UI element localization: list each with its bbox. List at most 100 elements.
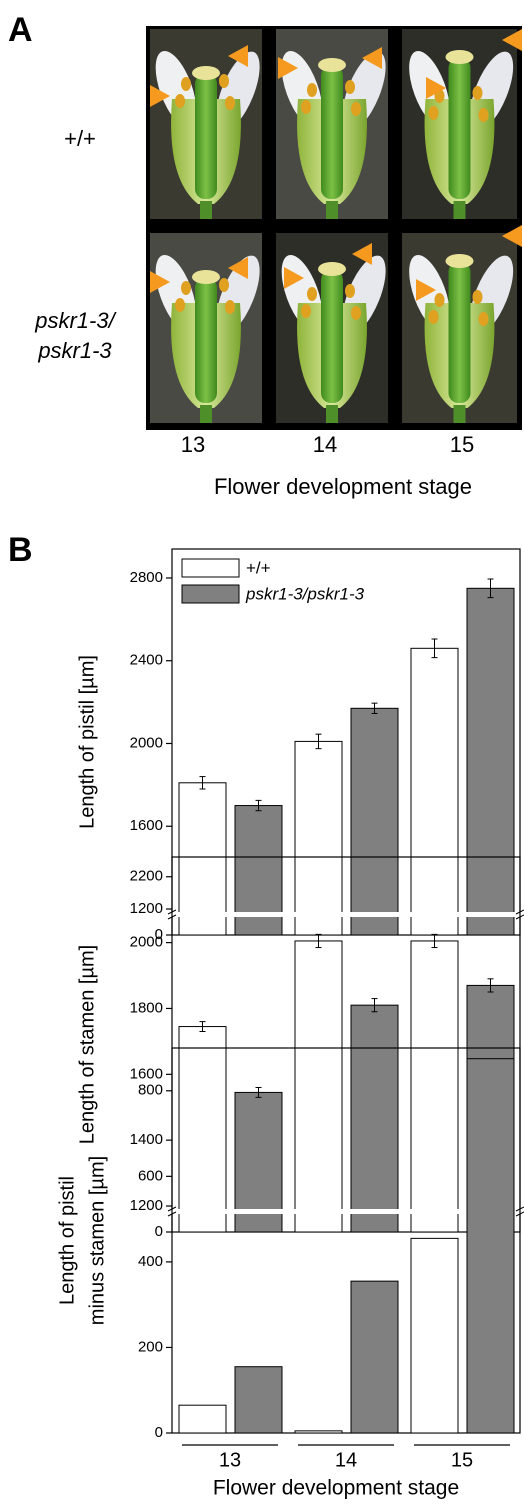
photo (402, 29, 522, 219)
anther (307, 287, 317, 301)
anther (478, 312, 489, 326)
legend-label: +/+ (246, 558, 271, 577)
arrowhead (352, 243, 372, 265)
bar (466, 587, 515, 936)
stem (200, 201, 212, 219)
stem (200, 405, 212, 423)
column-label: 15 (450, 432, 474, 457)
x-tick-label: 14 (335, 1449, 357, 1471)
anther (181, 77, 191, 91)
pistil (321, 66, 343, 199)
arrowhead (416, 279, 436, 301)
arrowhead (278, 57, 298, 79)
photo-grid (146, 26, 522, 430)
anther (434, 293, 445, 307)
anther (301, 304, 311, 318)
pistil (448, 58, 471, 199)
stigma (318, 262, 346, 276)
error-bar (487, 978, 494, 993)
row-label: +/+ (64, 126, 96, 151)
anther (181, 281, 191, 295)
y-tick-label: 2000 (130, 934, 163, 951)
photo (150, 233, 262, 423)
y-tick-label: 2200 (130, 868, 163, 885)
anther (225, 300, 235, 314)
plot-frame (171, 548, 521, 936)
anther (478, 108, 489, 122)
stigma (445, 254, 474, 268)
y-tick-label: 1200 (130, 900, 163, 917)
anther (472, 86, 483, 100)
stigma (445, 50, 474, 64)
panel-label: B (8, 531, 33, 569)
anther (428, 310, 439, 324)
row-label: pskr1-3 (37, 338, 112, 363)
bar (178, 1404, 227, 1434)
x-axis-label: Flower development stage (213, 1477, 459, 1500)
bar (350, 1280, 399, 1434)
anther (345, 284, 355, 298)
anther (472, 290, 483, 304)
anther (175, 298, 185, 312)
error-bar (371, 998, 378, 1013)
y-tick-label: 0 (155, 926, 163, 943)
axis-break (164, 912, 524, 917)
panel-label: A (8, 11, 33, 49)
anther (428, 106, 439, 120)
x-tick-label: 15 (451, 1449, 473, 1471)
bar (410, 647, 459, 936)
anther (225, 96, 235, 110)
plot-frame (171, 856, 521, 1233)
y-tick-label: 1400 (130, 1131, 163, 1148)
y-axis-label: minus stamen [µm] (86, 1156, 108, 1325)
error-bar (315, 933, 322, 949)
pistil (195, 74, 217, 199)
arrowhead (502, 29, 522, 51)
bar (350, 1004, 399, 1233)
photo (150, 29, 262, 219)
anther (219, 278, 229, 292)
y-axis-label: Length of pistil (56, 1176, 78, 1305)
y-tick-label: 600 (138, 1167, 163, 1184)
stem (326, 201, 338, 219)
anther (307, 83, 317, 97)
y-tick-label: 200 (138, 1338, 163, 1355)
axis-break (164, 1209, 524, 1214)
y-tick-label: 1600 (130, 817, 163, 834)
anther (175, 94, 185, 108)
anther (351, 102, 361, 116)
y-tick-label: 2000 (130, 734, 163, 751)
stem (326, 405, 338, 423)
plot-frame (171, 1047, 521, 1434)
error-bar (431, 638, 438, 659)
bar (350, 707, 399, 936)
y-tick-label: 0 (155, 1223, 163, 1240)
error-bar (431, 933, 438, 949)
bar (466, 1058, 515, 1434)
arrowhead (228, 45, 248, 67)
x-axis-label: Flower development stage (214, 474, 472, 499)
y-axis-label: Length of pistil [µm] (76, 655, 98, 829)
stem (453, 201, 466, 219)
arrowhead (228, 257, 248, 279)
error-bar (255, 1086, 262, 1098)
pistil (321, 270, 343, 403)
x-tick-label: 13 (219, 1449, 241, 1471)
column-label: 14 (313, 432, 337, 457)
arrowhead (150, 85, 170, 107)
legend-swatch (181, 558, 240, 578)
stigma (192, 270, 220, 284)
error-bar (199, 776, 206, 790)
bar (410, 1237, 459, 1434)
error-bar (255, 799, 262, 812)
bar (410, 940, 459, 1233)
error-bar (371, 702, 378, 714)
anther (345, 80, 355, 94)
y-tick-label: 800 (138, 1082, 163, 1099)
arrowhead (502, 225, 522, 247)
y-tick-label: 1800 (130, 999, 163, 1016)
photo (276, 233, 388, 423)
bar (234, 1366, 283, 1434)
y-tick-label: 400 (138, 1253, 163, 1270)
